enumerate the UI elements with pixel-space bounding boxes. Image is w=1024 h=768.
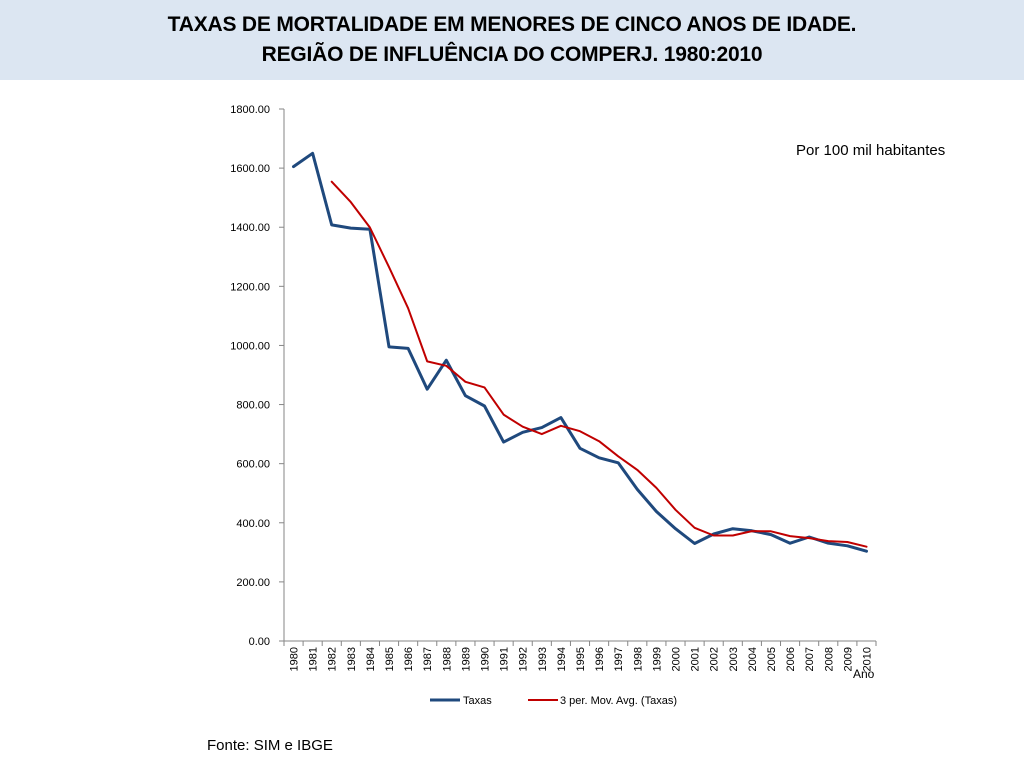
x-tick-label: 2008 [823,647,835,671]
y-tick-label: 1600.00 [230,163,270,175]
x-tick-label: 2004 [747,647,759,671]
x-tick-label: 1995 [575,647,587,671]
x-tick-label: 1981 [308,647,320,671]
x-tick-label: 1994 [556,647,568,671]
x-tick-label: 1997 [613,647,625,671]
x-tick-label: 1985 [384,647,396,671]
x-tick-label: 1992 [518,647,530,671]
x-tick-label: 1987 [422,647,434,671]
legend-taxas-label: Taxas [463,695,492,707]
x-tick-label: 2007 [804,647,816,671]
source-note: Fonte: SIM e IBGE [207,737,333,754]
x-tick-label: 1988 [441,647,453,671]
x-tick-label: 1991 [499,647,511,671]
title-line-2: REGIÃO DE INFLUÊNCIA DO COMPERJ. 1980:20… [261,43,763,66]
x-tick-label: 1986 [403,647,415,671]
y-tick-label: 1000.00 [230,340,270,352]
x-tick-label: 2009 [842,647,854,671]
moving-average-series-line [330,180,868,548]
mortality-line-chart: 0.00 200.00 400.00 600.00 800.00 1000.00 1200.… [230,104,877,707]
x-tick-label: 2000 [670,647,682,671]
y-tick-label: 400.00 [236,518,270,530]
x-tick-label: 1980 [289,647,301,671]
y-tick-label: 1200.00 [230,281,270,293]
x-tick-label: 2005 [766,647,778,671]
x-tick-label: 2002 [709,647,721,671]
title-line-1: TAXAS DE MORTALIDADE EM MENORES DE CINCO… [167,13,857,36]
x-tick-label: 1982 [327,647,339,671]
x-tick-label: 1990 [480,647,492,671]
x-tick-label: 1998 [632,647,644,671]
slide-header: TAXAS DE MORTALIDADE EM MENORES DE CINCO… [0,0,1024,80]
y-tick-label: 1400.00 [230,222,270,234]
x-tick-label: 2001 [690,647,702,671]
x-tick-label: 1989 [460,647,472,671]
legend-moving-average-label: 3 per. Mov. Avg. (Taxas) [560,695,677,707]
y-tick-label: 0.00 [249,636,270,648]
x-tick-label: 2010 [861,647,873,671]
x-tick-label: 2006 [785,647,797,671]
x-tick-label: 1983 [346,647,358,671]
taxas-series-line [292,151,868,553]
x-tick-label: 1996 [594,647,606,671]
x-tick-label: 1993 [537,647,549,671]
x-tick-label: 2003 [728,647,740,671]
x-tick-label: 1984 [365,647,377,671]
x-tick-label: 1999 [651,647,663,671]
unit-note: Por 100 mil habitantes [796,142,946,159]
x-axis-label: Ano [853,667,875,681]
y-tick-label: 600.00 [236,459,270,471]
y-tick-label: 200.00 [236,577,270,589]
y-tick-label: 800.00 [236,400,270,412]
y-tick-label: 1800.00 [230,104,270,116]
